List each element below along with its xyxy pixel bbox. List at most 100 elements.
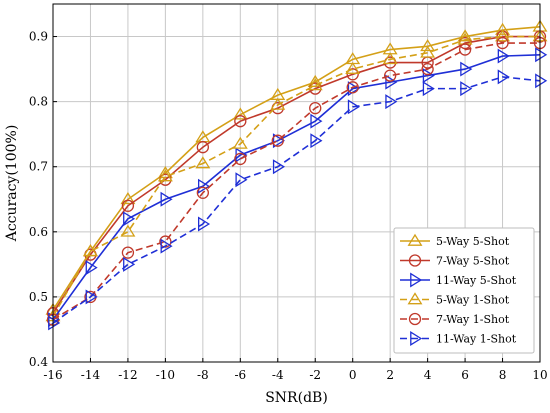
- x-tick-label: -6: [234, 368, 246, 382]
- legend-label: 11-Way 1-Shot: [436, 333, 517, 346]
- series-line: [52, 35, 540, 317]
- data-point: [496, 36, 509, 50]
- data-point: [271, 134, 284, 147]
- data-point: [157, 169, 173, 182]
- data-point: [460, 61, 473, 77]
- series-line: [52, 25, 541, 311]
- y-tick-label: 0.5: [29, 290, 48, 304]
- data-point: [196, 141, 209, 154]
- axis-ticks: -16 -14 -12 -10 -8 -6 -4 -2 0 2 4 6 8 10 0.4 0.5 0.6 0.7 0…: [29, 30, 548, 382]
- legend-label: 5-Way 1-Shot: [436, 294, 510, 307]
- x-tick-label: 2: [386, 368, 394, 382]
- x-tick-label: -16: [43, 368, 62, 382]
- data-point: [123, 256, 136, 272]
- data-point: [120, 192, 136, 205]
- legend: 5-Way 5-Shot 7-Way 5-Shot 11-Way 5-Shot 5-W…: [393, 227, 535, 354]
- legend-marker: [410, 331, 423, 346]
- data-point: [345, 61, 361, 74]
- legend-item: 7-Way 5-Shot: [400, 254, 510, 268]
- y-tick-label: 0.7: [29, 160, 48, 174]
- legend-item: 11-Way 5-Shot: [400, 272, 517, 288]
- series-line: [52, 42, 540, 321]
- data-point: [121, 199, 135, 212]
- series-line: [52, 76, 541, 324]
- legend-marker: [408, 254, 422, 267]
- x-tick-label: 8: [499, 368, 507, 382]
- x-tick-label: 6: [461, 368, 469, 382]
- data-point: [495, 22, 511, 35]
- data-point: [460, 81, 473, 97]
- data-point: [497, 48, 510, 64]
- legend-label: 7-Way 1-Shot: [436, 313, 510, 326]
- legend-item: 5-Way 5-Shot: [400, 233, 510, 248]
- data-point: [458, 43, 472, 56]
- data-point: [234, 115, 247, 128]
- data-point: [270, 97, 286, 110]
- data-point: [346, 81, 359, 94]
- x-tick-label: 4: [424, 368, 432, 382]
- data-point: [160, 191, 173, 207]
- data-point: [196, 186, 209, 199]
- plot-frame: [52, 3, 541, 363]
- data-point: [159, 235, 172, 248]
- legend-item: 11-Way 1-Shot: [400, 331, 517, 346]
- x-tick-label: -14: [81, 368, 101, 382]
- data-point: [421, 62, 434, 76]
- data-point: [232, 107, 248, 120]
- data-point: [82, 244, 98, 257]
- data-point: [497, 69, 510, 85]
- series-6: [48, 69, 548, 331]
- data-point: [535, 47, 548, 63]
- y-tick-label: 0.9: [29, 30, 48, 44]
- data-point: [420, 45, 436, 58]
- legend-marker: [407, 292, 423, 305]
- data-point: [85, 260, 98, 276]
- legend-marker: [408, 312, 422, 326]
- data-point: [121, 246, 135, 259]
- series-line: [52, 35, 540, 314]
- legend-label: 5-Way 5-Shot: [436, 235, 510, 248]
- data-point: [234, 152, 247, 166]
- series-lines: [45, 19, 548, 331]
- data-point: [232, 136, 248, 149]
- data-point: [307, 78, 323, 91]
- data-point: [535, 73, 548, 89]
- y-tick-label: 0.6: [29, 225, 48, 239]
- data-point: [309, 101, 322, 115]
- data-point: [310, 113, 323, 129]
- legend-box: [393, 227, 535, 354]
- data-point: [272, 133, 286, 149]
- data-point: [197, 178, 211, 194]
- x-tick-label: -2: [309, 368, 321, 382]
- data-point: [346, 68, 359, 81]
- data-point: [48, 315, 61, 331]
- x-axis-title: SNR(dB): [265, 390, 328, 406]
- legend-item: 5-Way 1-Shot: [400, 292, 510, 307]
- y-tick-label: 0.4: [29, 355, 48, 369]
- data-point: [120, 224, 136, 237]
- series-line: [52, 53, 541, 321]
- x-tick-label: 0: [349, 368, 357, 382]
- data-point: [123, 211, 136, 227]
- data-point: [157, 165, 173, 179]
- legend-label: 11-Way 5-Shot: [436, 274, 517, 287]
- data-point: [197, 216, 211, 232]
- data-point: [385, 94, 398, 110]
- data-point: [422, 68, 435, 84]
- data-point: [235, 172, 248, 188]
- data-point: [347, 99, 360, 115]
- data-point: [307, 74, 323, 87]
- y-axis-title: Accuracy(100%): [4, 125, 20, 243]
- data-point: [195, 156, 211, 169]
- data-point: [457, 29, 473, 42]
- legend-marker: [407, 233, 423, 246]
- legend-marker: [410, 272, 423, 288]
- data-point: [85, 289, 98, 305]
- data-point: [420, 39, 436, 52]
- data-point: [385, 74, 398, 90]
- x-tick-label: 10: [532, 368, 547, 382]
- data-point: [347, 81, 360, 97]
- legend-item: 7-Way 1-Shot: [400, 312, 510, 326]
- data-point: [160, 238, 173, 254]
